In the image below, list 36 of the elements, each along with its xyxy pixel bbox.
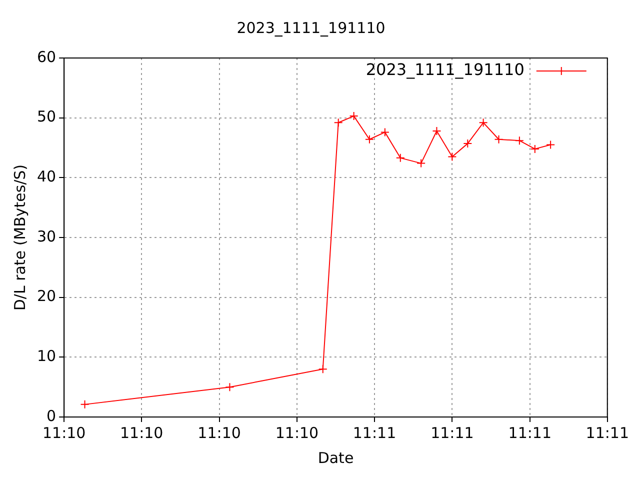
point [416,158,426,168]
y-tick-label: 10 [36,347,56,366]
x-tick-label: 11:11 [508,424,552,442]
point [318,364,328,374]
y-tick-label: 0 [46,406,56,425]
point [349,112,358,121]
point [546,140,556,150]
y-tick-label: 60 [36,48,56,66]
point [334,118,343,128]
point [80,400,90,409]
point [432,126,442,136]
point [463,139,472,148]
point [364,134,374,144]
y-axis-title: D/L rate (MBytes/S) [10,164,29,311]
point [380,128,390,137]
x-tick-label: 11:11 [586,424,630,442]
point [478,118,488,128]
point [514,136,524,146]
y-tick-label: 40 [36,168,56,186]
x-tick-label: 11:11 [352,424,396,442]
legend-label: 2023_1111_191110 [366,60,524,80]
x-tick-label: 11:10 [275,424,319,442]
x-tick-label: 11:10 [198,424,241,442]
point [225,382,234,392]
x-tick-label: 11:10 [120,424,164,442]
chart-title: 2023_1111_191110 [236,18,386,37]
point [448,152,457,162]
y-tick-label: 50 [36,108,56,126]
point [494,134,504,144]
y-tick-label: 30 [36,227,56,246]
point [530,144,540,154]
x-tick-label: 11:10 [42,424,86,442]
x-tick-label: 11:11 [430,424,474,442]
x-axis-title: Date [318,448,354,467]
point [396,153,405,162]
y-tick-label: 20 [36,287,56,306]
